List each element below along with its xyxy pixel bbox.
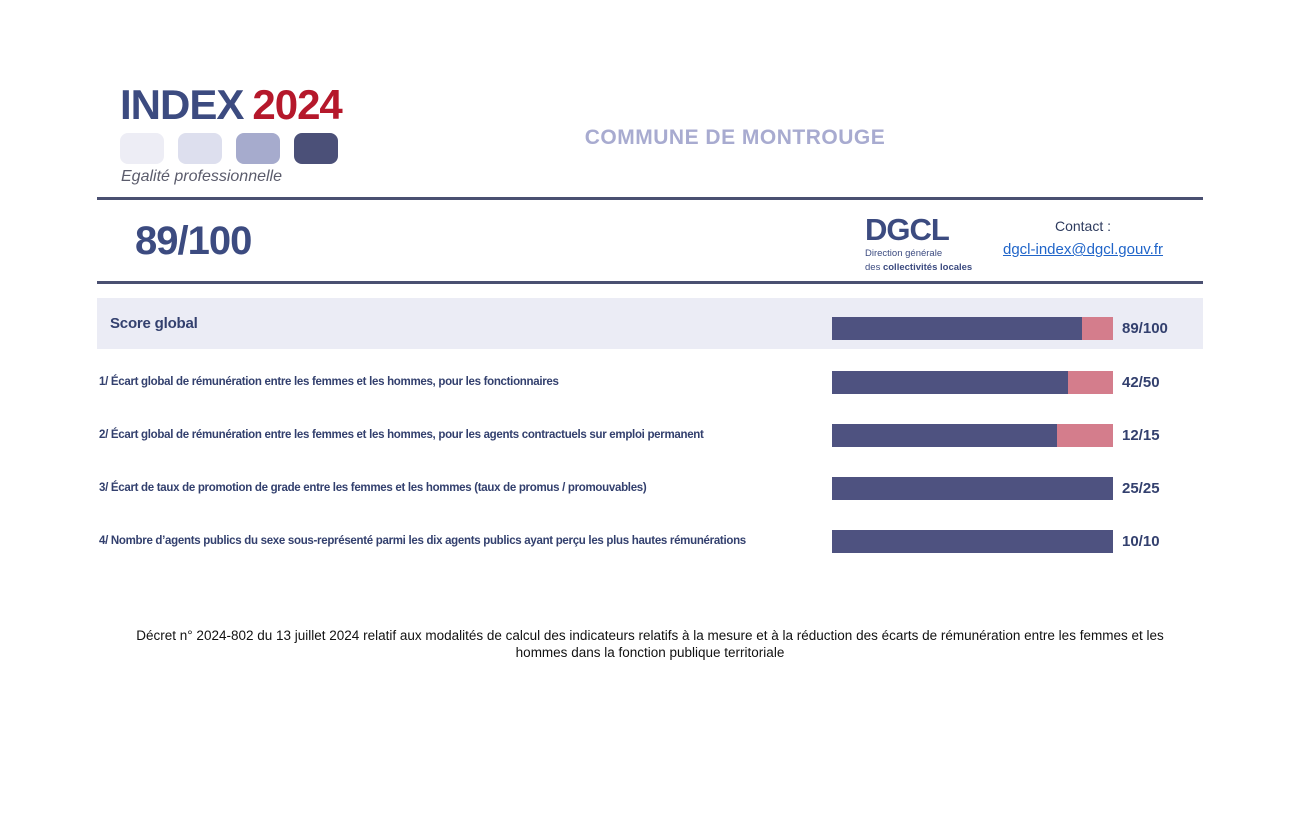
global-score-value: 89/100 xyxy=(135,219,252,263)
indicator-4-label: 4/ Nombre d’agents publics du sexe sous-… xyxy=(99,535,746,547)
indicator-2-label: 2/ Écart global de rémunération entre le… xyxy=(99,429,704,441)
score-bar-fill xyxy=(832,317,1083,340)
dgcl-line2-bold: collectivités locales xyxy=(882,262,973,273)
indicator-1-score: 42/50 xyxy=(1122,374,1160,391)
indicator-4-score: 10/10 xyxy=(1122,533,1160,550)
score-global-row: Score global 89/100 xyxy=(97,298,1203,349)
indicator-2-bar xyxy=(832,424,1113,447)
dgcl-acronym: DGCL xyxy=(865,212,950,247)
dgcl-line2-prefix: des xyxy=(865,262,883,273)
indicator-row-3: 3/ Écart de taux de promotion de grade e… xyxy=(97,477,1203,500)
score-global-bar xyxy=(832,317,1113,340)
score-global-label: Score global xyxy=(110,315,198,332)
indicator-row-2: 2/ Écart global de rémunération entre le… xyxy=(97,424,1203,447)
logo-title: INDEX 2024 xyxy=(120,81,343,128)
logo-square-2 xyxy=(178,133,222,164)
decree-footnote: Décret n° 2024-802 du 13 juillet 2024 re… xyxy=(97,627,1203,661)
indicator-3-score: 25/25 xyxy=(1122,480,1160,497)
indicator-row-1: 1/ Écart global de rémunération entre le… xyxy=(97,371,1203,394)
logo-square-4 xyxy=(294,133,338,164)
indicator-3-label: 3/ Écart de taux de promotion de grade e… xyxy=(99,482,647,494)
dgcl-subtitle-line2: des collectivités locales xyxy=(865,262,972,273)
dgcl-logo: DGCL Direction générale des collectivité… xyxy=(865,214,972,273)
score-bar-remainder xyxy=(1068,371,1113,394)
indicator-2-score: 12/15 xyxy=(1122,427,1160,444)
contact-email-link[interactable]: dgcl-index@dgcl.gouv.fr xyxy=(1002,241,1164,258)
score-bar-remainder xyxy=(1056,424,1113,447)
score-bar-fill xyxy=(832,371,1069,394)
score-global-value: 89/100 xyxy=(1122,320,1168,337)
indicator-1-label: 1/ Écart global de rémunération entre le… xyxy=(99,376,559,388)
organization-title: COMMUNE DE MONTROUGE xyxy=(584,126,886,149)
indicator-4-bar xyxy=(832,530,1113,553)
indicator-row-4: 4/ Nombre d’agents publics du sexe sous-… xyxy=(97,530,1203,553)
logo-square-3 xyxy=(236,133,280,164)
decree-footnote-line2: hommes dans la fonction publique territo… xyxy=(515,645,785,660)
decree-footnote-line1: Décret n° 2024-802 du 13 juillet 2024 re… xyxy=(136,628,1164,643)
logo-title-index: INDEX xyxy=(120,81,244,128)
score-bar-fill xyxy=(832,530,1113,553)
logo-square-1 xyxy=(120,133,164,164)
logo-subtitle: Egalité professionnelle xyxy=(121,168,282,185)
score-bar-remainder xyxy=(1082,317,1113,340)
indicator-1-bar xyxy=(832,371,1113,394)
logo-gradient-squares xyxy=(120,133,338,164)
global-score-band: 89/100 DGCL Direction générale des colle… xyxy=(97,197,1203,284)
dgcl-subtitle-line1: Direction générale xyxy=(865,248,943,259)
logo-title-year: 2024 xyxy=(252,81,342,128)
index-logo: INDEX 2024 Egalité professionnelle xyxy=(120,81,343,185)
score-bar-fill xyxy=(832,424,1057,447)
indicator-3-bar xyxy=(832,477,1113,500)
score-bar-fill xyxy=(832,477,1113,500)
contact-block: Contact : dgcl-index@dgcl.gouv.fr xyxy=(985,218,1181,259)
contact-label: Contact : xyxy=(1054,218,1112,234)
